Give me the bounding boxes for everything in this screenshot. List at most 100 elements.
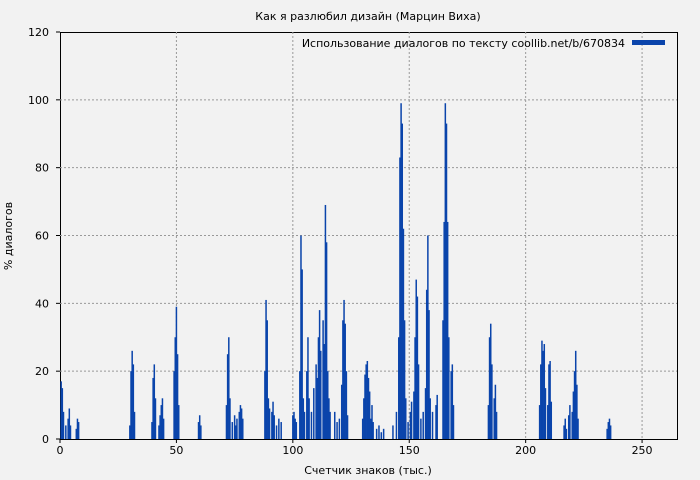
bar bbox=[607, 422, 610, 439]
bar bbox=[325, 242, 328, 439]
x-tick-label: 50 bbox=[169, 444, 183, 457]
bar bbox=[69, 425, 72, 439]
bar bbox=[76, 418, 79, 439]
bar bbox=[228, 337, 230, 439]
bar bbox=[378, 425, 380, 439]
bar bbox=[399, 157, 401, 439]
bar bbox=[328, 398, 330, 439]
bar bbox=[382, 428, 385, 439]
bar bbox=[493, 398, 495, 439]
bar bbox=[292, 415, 294, 439]
bar bbox=[371, 405, 373, 439]
bar bbox=[495, 411, 498, 439]
legend-label: Использование диалогов по тексту coollib… bbox=[302, 37, 625, 50]
bar bbox=[153, 364, 156, 439]
bar bbox=[414, 337, 416, 439]
bar bbox=[320, 350, 322, 439]
bar bbox=[491, 364, 493, 439]
bar-series bbox=[60, 103, 612, 439]
bar bbox=[452, 405, 455, 439]
bar bbox=[343, 299, 345, 439]
bar bbox=[424, 388, 427, 439]
bar bbox=[442, 320, 444, 439]
bar bbox=[225, 405, 228, 439]
bar bbox=[315, 364, 317, 439]
bar bbox=[429, 398, 431, 439]
y-tick-label: 20 bbox=[35, 365, 49, 378]
bar bbox=[198, 415, 201, 439]
bar bbox=[278, 418, 280, 439]
bar bbox=[548, 364, 550, 439]
bar bbox=[65, 425, 67, 439]
bar bbox=[303, 411, 306, 439]
bar bbox=[368, 391, 371, 439]
bar bbox=[450, 371, 452, 439]
bar bbox=[567, 415, 570, 439]
bar bbox=[313, 388, 315, 439]
bar bbox=[293, 411, 295, 439]
bar bbox=[543, 344, 546, 439]
bar bbox=[272, 401, 274, 439]
bar bbox=[444, 103, 447, 439]
bar bbox=[398, 337, 400, 439]
bar bbox=[299, 371, 301, 439]
bar bbox=[239, 405, 242, 439]
bar bbox=[550, 401, 553, 439]
bar bbox=[372, 422, 374, 439]
chart-title: Как я разлюбил дизайн (Марцин Виха) bbox=[255, 10, 480, 23]
bar bbox=[488, 337, 491, 439]
bar bbox=[240, 408, 243, 439]
bar bbox=[233, 415, 236, 439]
bar bbox=[445, 123, 448, 439]
bar bbox=[367, 377, 370, 439]
bar bbox=[280, 422, 282, 439]
bar bbox=[571, 411, 573, 439]
bar bbox=[152, 377, 154, 439]
x-tick-label: 0 bbox=[57, 444, 64, 457]
bar bbox=[68, 408, 71, 439]
bar bbox=[380, 432, 383, 439]
bar bbox=[307, 337, 309, 439]
bar bbox=[295, 422, 298, 439]
bar bbox=[375, 428, 378, 439]
bar bbox=[565, 428, 568, 439]
bar bbox=[75, 428, 78, 439]
bar bbox=[308, 398, 310, 439]
bar bbox=[346, 415, 349, 439]
bar bbox=[403, 320, 406, 439]
bar bbox=[365, 364, 367, 439]
bar bbox=[264, 371, 266, 439]
bar bbox=[487, 405, 490, 439]
bar bbox=[416, 296, 419, 439]
legend-swatch bbox=[632, 40, 665, 45]
bar bbox=[62, 411, 65, 439]
bar bbox=[606, 428, 608, 439]
grid bbox=[60, 32, 677, 439]
bar bbox=[302, 398, 305, 439]
bar bbox=[132, 364, 135, 439]
bar bbox=[608, 418, 611, 439]
bar bbox=[273, 415, 275, 439]
bar bbox=[547, 405, 549, 439]
bar bbox=[415, 279, 417, 439]
bar bbox=[67, 418, 69, 439]
bar bbox=[226, 354, 229, 439]
bar bbox=[173, 371, 175, 439]
bar bbox=[413, 391, 415, 439]
bar bbox=[402, 228, 405, 439]
axis-ticks: 0 50 100 150 200 250 0 20 40 60 80 100 120 bbox=[28, 26, 653, 457]
bar bbox=[361, 418, 364, 439]
bar bbox=[336, 422, 338, 439]
bar bbox=[431, 411, 434, 439]
bar bbox=[268, 408, 271, 439]
bar bbox=[200, 425, 202, 439]
bar bbox=[489, 323, 492, 439]
bar bbox=[310, 411, 313, 439]
bar bbox=[294, 418, 296, 439]
bar bbox=[129, 425, 131, 439]
bar bbox=[363, 398, 365, 439]
bar bbox=[236, 418, 238, 439]
x-tick-label: 200 bbox=[515, 444, 536, 457]
bar bbox=[159, 415, 161, 439]
